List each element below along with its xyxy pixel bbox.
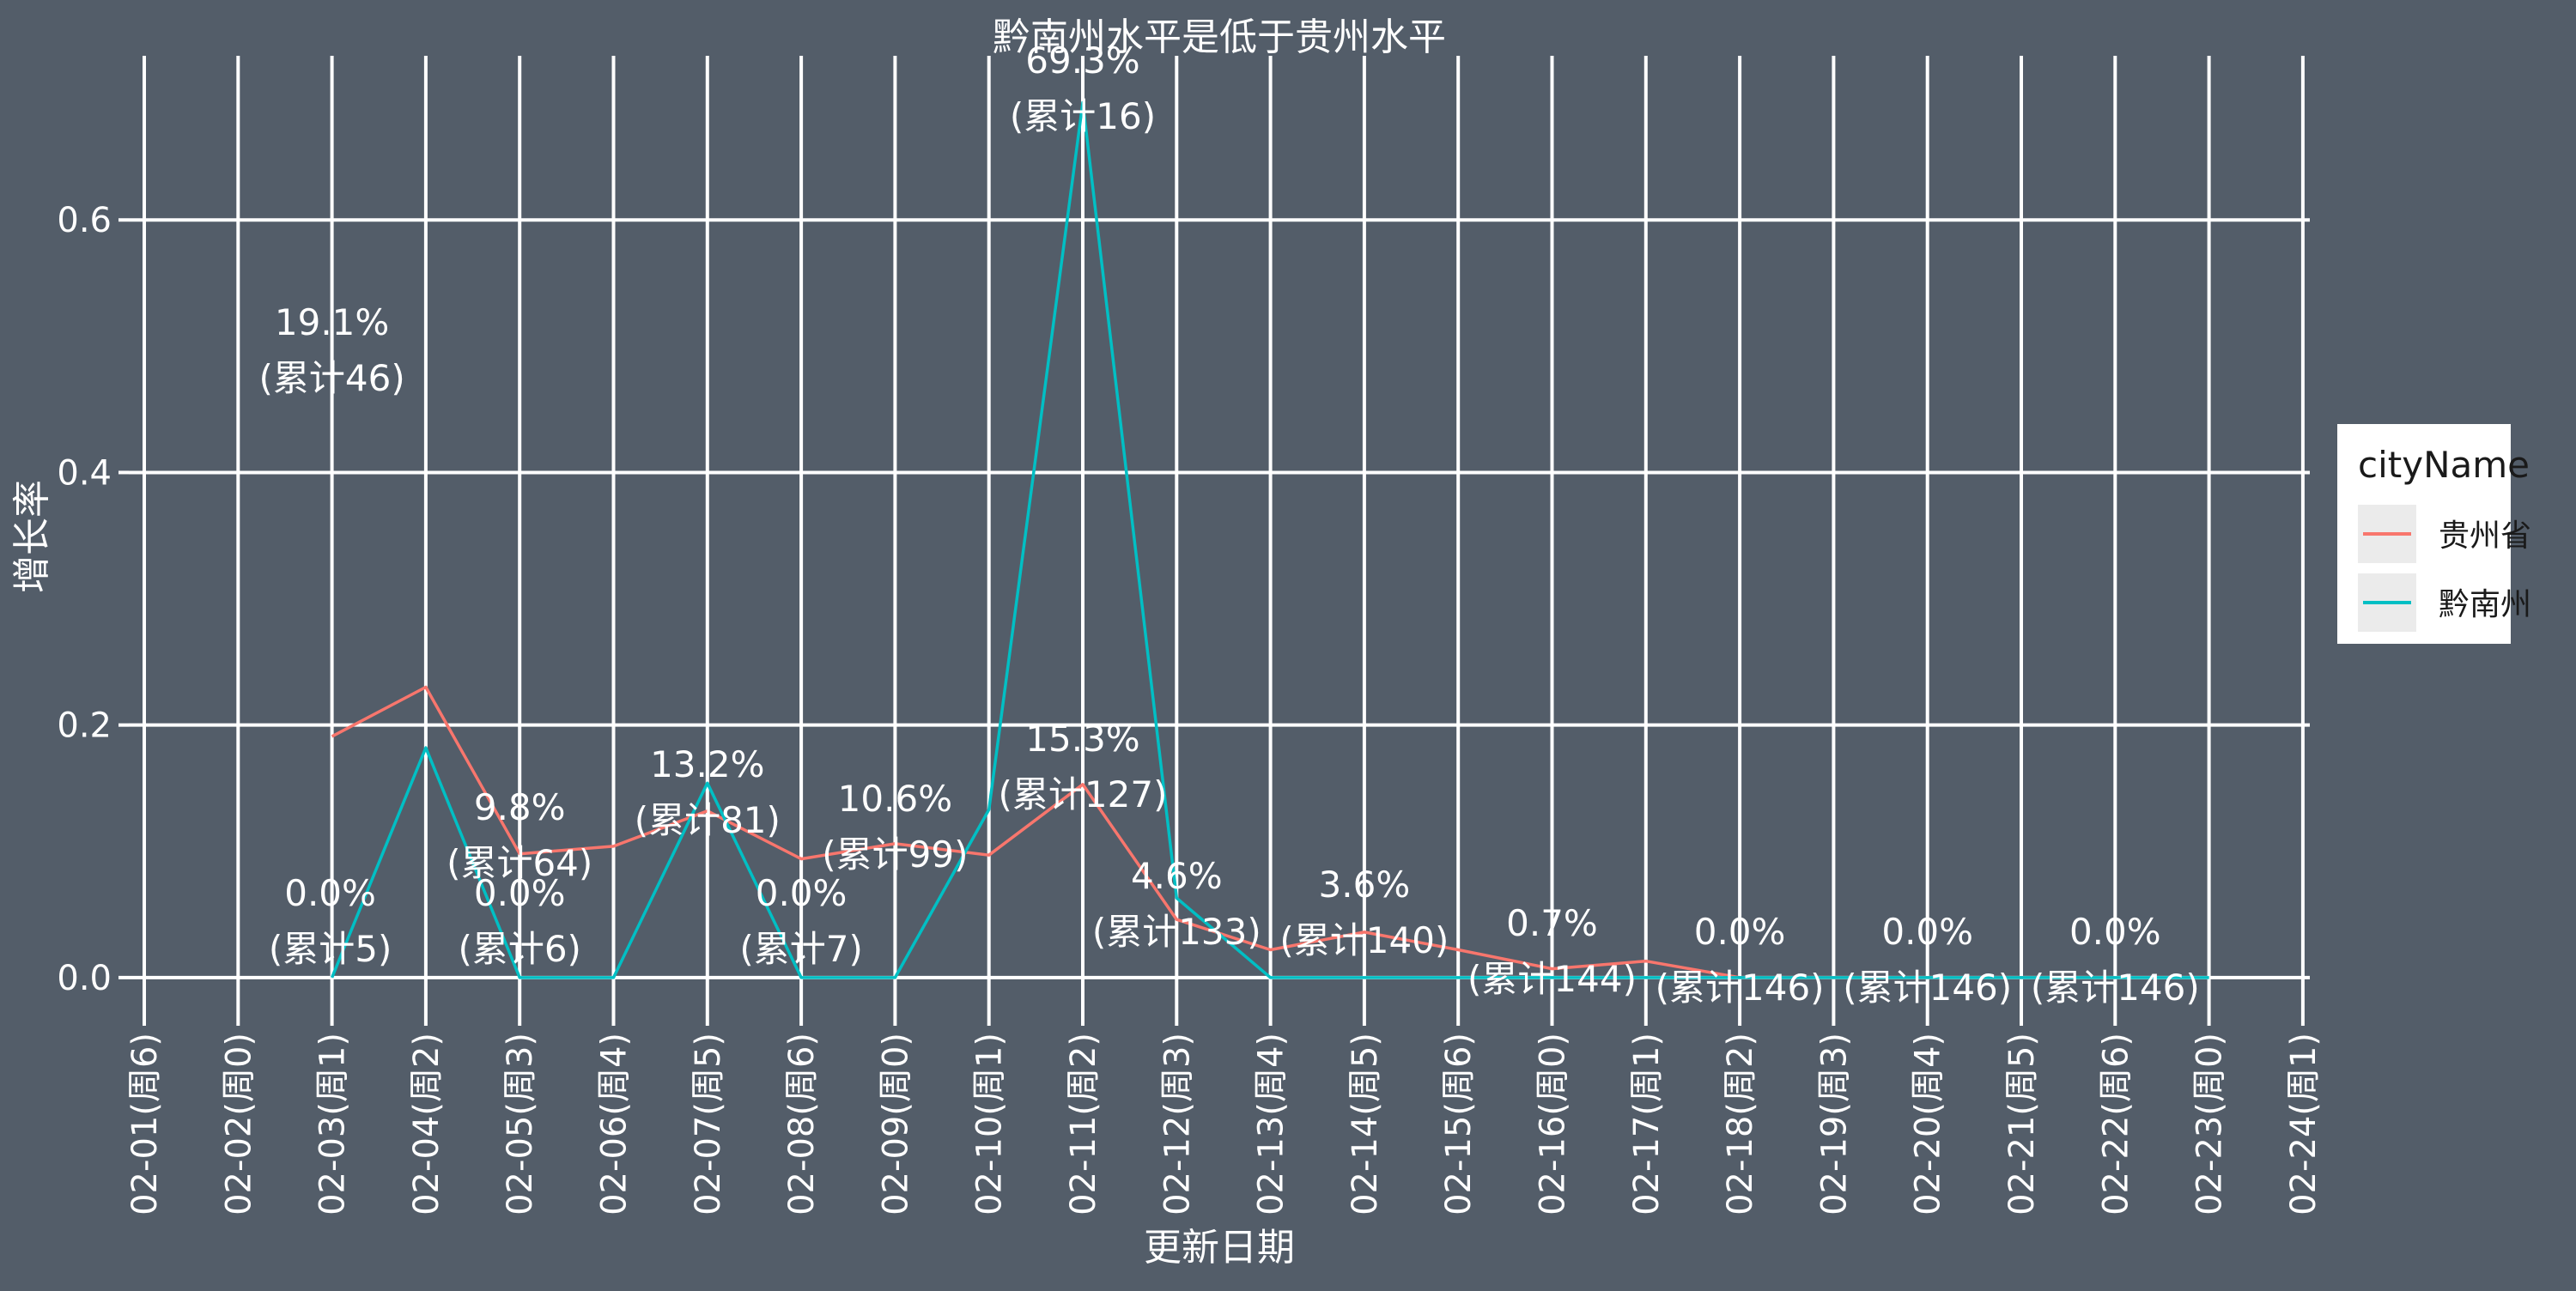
x-tick-label: 02-23(周0): [2190, 1033, 2230, 1215]
data-label-cumulative: (累计133): [1092, 911, 1261, 953]
data-label-cumulative: (累计140): [1279, 919, 1449, 961]
x-tick-label: 02-19(周3): [1814, 1033, 1854, 1215]
x-tick-label: 02-08(周6): [782, 1033, 822, 1215]
data-label-cumulative: (累计127): [999, 773, 1168, 815]
data-label-pct: 4.6%: [1131, 855, 1223, 897]
data-label-cumulative: (累计16): [1010, 95, 1156, 137]
x-tick-label: 02-22(周6): [2096, 1033, 2136, 1215]
x-tick-label: 02-16(周0): [1534, 1033, 1573, 1215]
y-axis-title: 增长率: [10, 480, 54, 593]
data-label-pct: 0.7%: [1506, 902, 1598, 944]
data-label-pct: 10.6%: [838, 778, 952, 820]
data-label-pct: 13.2%: [650, 743, 764, 785]
x-tick-label: 02-12(周3): [1157, 1033, 1197, 1215]
x-tick-label: 02-10(周1): [970, 1033, 1010, 1215]
x-tick-label: 02-18(周2): [1721, 1033, 1760, 1215]
y-tick-label: 0.6: [57, 201, 112, 240]
data-label-pct: 69.3%: [1025, 39, 1139, 82]
x-tick-label: 02-24(周1): [2284, 1033, 2324, 1215]
x-tick-label: 02-11(周2): [1064, 1033, 1103, 1215]
data-label-pct: 0.0%: [1881, 911, 1973, 953]
data-label-pct: 9.8%: [474, 786, 566, 828]
x-tick-label: 02-21(周5): [2002, 1033, 2042, 1215]
x-tick-label: 02-20(周4): [1909, 1033, 1948, 1215]
data-label-pct: 15.3%: [1025, 718, 1139, 760]
y-tick-label: 0.4: [57, 453, 112, 493]
y-tick-label: 0.2: [57, 706, 112, 746]
data-label-pct: 3.6%: [1319, 864, 1411, 906]
x-tick-label: 02-05(周3): [501, 1033, 540, 1215]
y-tick-label: 0.0: [57, 959, 112, 998]
x-tick-label: 02-09(周0): [876, 1033, 915, 1215]
data-label-pct: 19.1%: [275, 301, 389, 343]
chart-title: 黔南州水平是低于贵州水平: [993, 15, 1446, 59]
data-label-cumulative: (累计99): [822, 833, 968, 876]
data-label-cumulative: (累计64): [447, 842, 592, 884]
data-label-cumulative: (累计146): [2031, 967, 2200, 1009]
series-line-1: [330, 100, 2209, 979]
x-axis-title: 更新日期: [1144, 1226, 1295, 1270]
x-tick-label: 02-03(周1): [313, 1033, 353, 1215]
data-label-pct: 0.0%: [474, 872, 566, 914]
x-tick-label: 02-01(周6): [125, 1033, 165, 1215]
data-label-cumulative: (累计146): [1843, 967, 2012, 1009]
data-label-cumulative: (累计7): [739, 928, 863, 970]
x-tick-label: 02-14(周5): [1346, 1033, 1385, 1215]
legend-title: cityName: [2358, 444, 2530, 486]
data-label-cumulative: (累计6): [458, 928, 581, 970]
data-label-pct: 0.0%: [756, 872, 848, 914]
data-label-pct: 0.0%: [1694, 911, 1786, 953]
x-tick-label: 02-13(周4): [1252, 1033, 1291, 1215]
x-tick-label: 02-06(周4): [595, 1033, 635, 1215]
x-tick-label: 02-07(周5): [689, 1033, 728, 1215]
x-tick-label: 02-04(周2): [407, 1033, 447, 1215]
data-label-pct: 0.0%: [2069, 911, 2161, 953]
data-label-pct: 0.0%: [284, 872, 376, 914]
data-label-cumulative: (累计146): [1656, 967, 1825, 1009]
x-tick-label: 02-02(周0): [219, 1033, 258, 1215]
data-label-cumulative: (累计81): [635, 799, 781, 841]
legend-label: 贵州省: [2439, 518, 2531, 554]
x-tick-label: 02-17(周1): [1627, 1033, 1667, 1215]
data-label-cumulative: (累计46): [258, 357, 404, 399]
legend-label: 黔南州: [2439, 587, 2531, 622]
data-label-cumulative: (累计144): [1467, 958, 1637, 1000]
data-label-cumulative: (累计5): [269, 928, 392, 970]
x-tick-label: 02-15(周6): [1439, 1033, 1479, 1215]
